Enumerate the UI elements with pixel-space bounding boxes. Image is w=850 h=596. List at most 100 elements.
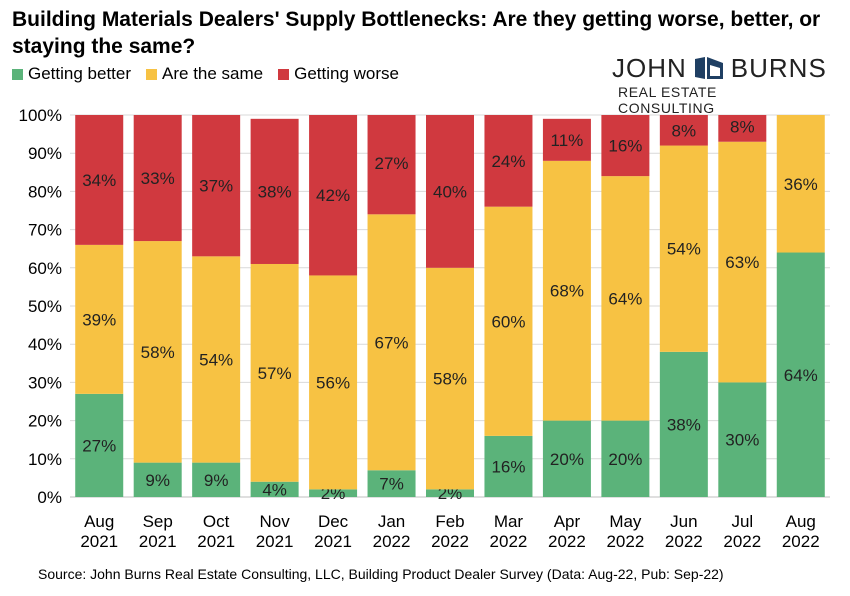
bar-segment	[601, 420, 650, 497]
data-label: 68%	[550, 282, 584, 301]
legend-swatch-same	[146, 68, 158, 80]
bar-segment	[659, 115, 708, 146]
bar-segment	[776, 115, 825, 253]
data-label: 9%	[204, 471, 229, 490]
x-tick-label: 2022	[548, 532, 586, 551]
x-tick-label: 2021	[197, 532, 235, 551]
x-tick-label: May	[609, 512, 642, 531]
logo-subtitle: REAL ESTATE CONSULTING	[618, 84, 717, 116]
bar-segment	[133, 462, 182, 497]
bar-segment	[601, 176, 650, 421]
bar-segment	[250, 118, 299, 264]
data-label: 56%	[316, 373, 350, 392]
x-tick-label: 2021	[314, 532, 352, 551]
bar-segment	[309, 115, 358, 276]
x-tick-label: 2022	[606, 532, 644, 551]
x-tick-label: 2022	[665, 532, 703, 551]
bar-segment	[542, 118, 591, 161]
x-tick-label: Apr	[554, 512, 581, 531]
legend: Getting better Are the same Getting wors…	[12, 64, 414, 84]
bar-segment	[426, 267, 474, 490]
chart-title: Building Materials Dealers' Supply Bottl…	[12, 8, 821, 58]
y-tick-label: 90%	[28, 144, 62, 163]
bar-segment	[426, 489, 474, 497]
y-tick-label: 100%	[19, 106, 62, 125]
data-label: 64%	[784, 366, 818, 385]
x-tick-label: Sep	[143, 512, 173, 531]
logo-text-left: JOHN	[612, 52, 687, 83]
x-tick-label: 2021	[80, 532, 118, 551]
y-tick-label: 10%	[28, 450, 62, 469]
y-tick-label: 20%	[28, 412, 62, 431]
x-tick-label: 2022	[373, 532, 411, 551]
x-tick-label: Nov	[259, 512, 290, 531]
logo-wordmark: JOHN BURNS	[612, 52, 827, 83]
bar-segment	[309, 275, 358, 490]
bar-segment	[542, 160, 591, 421]
data-label: 16%	[491, 457, 525, 476]
data-label: 42%	[316, 186, 350, 205]
x-tick-label: Dec	[318, 512, 349, 531]
bar-segment	[133, 115, 182, 242]
x-tick-label: Oct	[203, 512, 230, 531]
bar-segment	[484, 435, 533, 497]
bar-segment	[250, 263, 299, 482]
data-label: 60%	[491, 312, 525, 331]
y-tick-label: 60%	[28, 259, 62, 278]
bar-segment	[75, 115, 124, 245]
data-label: 8%	[672, 121, 697, 140]
bar-segment	[659, 351, 708, 497]
bar-segment	[426, 115, 474, 268]
x-tick-label: Feb	[435, 512, 464, 531]
data-label: 37%	[199, 177, 233, 196]
data-label: 58%	[141, 343, 175, 362]
legend-label-better: Getting better	[28, 64, 132, 83]
data-label: 27%	[82, 436, 116, 455]
bar-segment	[133, 241, 182, 463]
logo-mark-icon	[694, 57, 723, 79]
legend-label-same: Are the same	[162, 64, 264, 83]
bar-segment	[484, 206, 533, 436]
data-label: 16%	[608, 137, 642, 156]
bar-segment	[75, 244, 124, 394]
bar-segment	[309, 489, 358, 497]
x-tick-label: 2021	[256, 532, 294, 551]
bar-segment	[601, 115, 650, 177]
y-tick-label: 50%	[28, 297, 62, 316]
data-label: 64%	[608, 289, 642, 308]
x-tick-label: Jul	[731, 512, 753, 531]
bar-segment	[367, 470, 416, 497]
x-tick-label: 2022	[431, 532, 469, 551]
company-logo: JOHN BURNS REAL ESTATE CONSULTING	[612, 53, 826, 117]
bar-segment	[367, 214, 416, 471]
data-label: 38%	[258, 182, 292, 201]
bar-segment	[659, 145, 708, 352]
data-label: 7%	[379, 475, 404, 494]
legend-swatch-worse	[278, 68, 290, 80]
bar-segment	[776, 252, 825, 497]
bar-segment	[484, 115, 533, 207]
data-label: 54%	[667, 240, 701, 259]
data-label: 30%	[725, 431, 759, 450]
bar-segment	[250, 481, 299, 497]
x-tick-label: 2021	[139, 532, 177, 551]
data-label: 58%	[433, 370, 467, 389]
data-label: 8%	[730, 117, 755, 136]
data-label: 33%	[141, 169, 175, 188]
bar-segment	[718, 141, 767, 383]
bar-segment	[192, 462, 241, 497]
x-tick-label: 2022	[723, 532, 761, 551]
x-tick-label: 2022	[490, 532, 528, 551]
data-label: 27%	[375, 154, 409, 173]
legend-swatch-better	[12, 68, 23, 80]
logo-text-right: BURNS	[730, 52, 827, 83]
bar-segment	[192, 256, 241, 463]
legend-item-worse: Getting worse	[278, 64, 399, 84]
data-label: 57%	[258, 364, 292, 383]
x-tick-label: Jan	[378, 512, 405, 531]
y-tick-label: 30%	[28, 373, 62, 392]
data-label: 24%	[491, 152, 525, 171]
y-tick-label: 70%	[28, 221, 62, 240]
bar-segment	[718, 115, 767, 142]
legend-label-worse: Getting worse	[294, 64, 400, 83]
